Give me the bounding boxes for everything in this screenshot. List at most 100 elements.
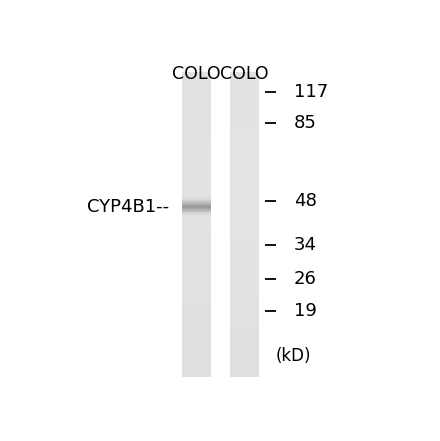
Bar <box>230 354 259 356</box>
Bar <box>230 310 259 311</box>
Bar <box>182 371 211 373</box>
Bar <box>230 247 259 249</box>
Bar <box>230 264 259 265</box>
Bar <box>182 78 211 79</box>
Bar <box>182 139 211 140</box>
Bar <box>182 215 211 217</box>
Bar <box>230 348 259 350</box>
Bar <box>230 308 259 310</box>
Bar <box>230 160 259 162</box>
Bar <box>230 211 259 212</box>
Bar <box>182 186 211 188</box>
Bar <box>230 130 259 131</box>
Bar <box>230 182 259 183</box>
Bar <box>182 137 211 139</box>
Bar <box>182 305 211 307</box>
Bar <box>182 176 211 177</box>
Bar <box>182 322 211 324</box>
Bar <box>182 156 211 157</box>
Bar <box>182 366 211 368</box>
Bar <box>182 145 211 146</box>
Bar <box>230 322 259 324</box>
Bar <box>182 288 211 290</box>
Bar <box>230 151 259 153</box>
Text: 26: 26 <box>294 270 316 288</box>
Bar <box>230 198 259 200</box>
Bar <box>182 146 211 148</box>
Bar <box>230 79 259 81</box>
Bar <box>230 176 259 177</box>
Bar <box>182 172 211 174</box>
Bar <box>230 90 259 91</box>
Bar <box>230 262 259 264</box>
Bar <box>182 336 211 337</box>
Bar <box>230 252 259 254</box>
Bar <box>230 179 259 180</box>
Bar <box>182 258 211 260</box>
Bar <box>182 160 211 162</box>
Text: 34: 34 <box>294 236 317 254</box>
Bar <box>182 226 211 228</box>
Bar <box>230 165 259 166</box>
Bar <box>182 99 211 101</box>
Bar <box>182 113 211 114</box>
Bar <box>182 340 211 342</box>
Bar <box>182 356 211 357</box>
Bar <box>182 264 211 265</box>
Bar <box>230 212 259 214</box>
Bar <box>230 350 259 351</box>
Bar <box>182 247 211 249</box>
Bar <box>230 131 259 133</box>
Text: 85: 85 <box>294 113 316 131</box>
Bar <box>230 163 259 165</box>
Bar <box>230 316 259 318</box>
Bar <box>230 314 259 316</box>
Bar <box>230 269 259 270</box>
Bar <box>230 272 259 273</box>
Bar <box>230 374 259 376</box>
Bar <box>230 292 259 293</box>
Bar <box>230 122 259 123</box>
Bar <box>230 172 259 174</box>
Bar <box>182 101 211 102</box>
Bar <box>230 76 259 78</box>
Bar <box>182 347 211 348</box>
Bar <box>182 232 211 234</box>
Bar <box>230 133 259 134</box>
Bar <box>230 366 259 368</box>
Bar <box>182 79 211 81</box>
Bar <box>230 339 259 340</box>
Bar <box>182 96 211 97</box>
Bar <box>182 304 211 305</box>
Bar <box>230 125 259 127</box>
Text: 117: 117 <box>294 83 328 101</box>
Bar <box>182 183 211 185</box>
Bar <box>182 275 211 277</box>
Bar <box>230 177 259 179</box>
Bar <box>182 283 211 284</box>
Bar <box>182 94 211 96</box>
Bar <box>182 319 211 321</box>
Bar <box>182 214 211 215</box>
Bar <box>230 110 259 111</box>
Bar <box>230 334 259 336</box>
Bar <box>182 128 211 130</box>
Bar <box>182 71 211 73</box>
Bar <box>182 88 211 90</box>
Bar <box>182 212 211 214</box>
Bar <box>182 182 211 183</box>
Bar <box>182 267 211 269</box>
Bar <box>230 373 259 374</box>
Bar <box>182 298 211 299</box>
Bar <box>182 224 211 226</box>
Bar <box>182 368 211 370</box>
Bar <box>182 310 211 311</box>
Bar <box>230 261 259 262</box>
Bar <box>230 301 259 303</box>
Bar <box>182 249 211 250</box>
Bar <box>182 237 211 238</box>
Bar <box>182 134 211 136</box>
Bar <box>182 238 211 240</box>
Bar <box>230 114 259 116</box>
Bar <box>182 73 211 75</box>
